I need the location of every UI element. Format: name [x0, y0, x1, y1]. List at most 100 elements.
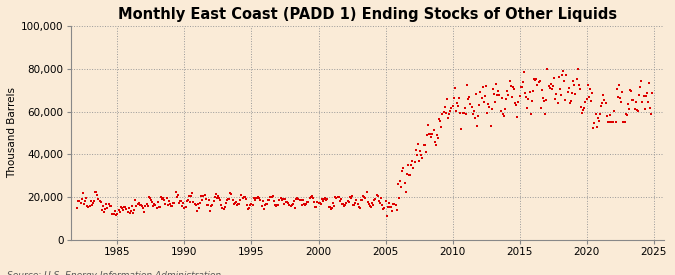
Point — [423, 123, 433, 127]
Point — [344, 200, 354, 204]
Point — [211, 196, 222, 200]
Point — [463, 97, 474, 102]
Point — [578, 107, 589, 112]
Point — [558, 69, 568, 73]
Point — [636, 79, 647, 83]
Point — [327, 201, 338, 206]
Point — [110, 209, 121, 214]
Point — [477, 85, 488, 89]
Point — [315, 200, 325, 205]
Point — [115, 205, 126, 210]
Point — [629, 106, 640, 111]
Point — [500, 106, 510, 111]
Point — [233, 202, 244, 206]
Point — [319, 196, 329, 201]
Point — [353, 205, 364, 209]
Point — [194, 200, 205, 205]
Point — [361, 189, 372, 194]
Point — [338, 202, 348, 206]
Point — [80, 198, 90, 203]
Point — [139, 209, 150, 214]
Point — [356, 197, 367, 202]
Point — [180, 205, 191, 209]
Point — [161, 196, 172, 200]
Point — [277, 197, 288, 202]
Point — [215, 198, 225, 202]
Point — [431, 133, 442, 137]
Point — [93, 197, 104, 201]
Point — [437, 112, 448, 116]
Point — [132, 202, 143, 207]
Point — [414, 159, 425, 163]
Point — [609, 108, 620, 113]
Point — [418, 143, 429, 147]
Point — [126, 209, 136, 213]
Point — [385, 205, 396, 209]
Point — [591, 125, 602, 129]
Point — [588, 125, 599, 130]
Point — [308, 196, 319, 200]
Point — [248, 196, 259, 200]
Point — [344, 194, 355, 199]
Point — [576, 105, 587, 109]
Point — [256, 204, 267, 208]
Point — [628, 98, 639, 102]
Point — [74, 199, 85, 203]
Point — [330, 195, 341, 200]
Point — [340, 202, 351, 207]
Point — [227, 198, 238, 202]
Point — [156, 194, 167, 199]
Point — [95, 199, 106, 204]
Point — [495, 109, 506, 114]
Point — [105, 204, 116, 208]
Point — [359, 195, 370, 199]
Point — [503, 93, 514, 97]
Point — [88, 200, 99, 205]
Point — [542, 67, 553, 72]
Point — [576, 111, 587, 116]
Point — [142, 204, 153, 208]
Point — [323, 205, 334, 210]
Point — [286, 204, 296, 208]
Point — [332, 195, 343, 199]
Point — [637, 100, 648, 104]
Point — [151, 206, 162, 211]
Point — [168, 201, 179, 206]
Point — [595, 112, 605, 116]
Point — [85, 199, 96, 204]
Point — [187, 191, 198, 195]
Point — [450, 86, 460, 90]
Point — [321, 198, 331, 203]
Point — [269, 199, 279, 203]
Point — [617, 90, 628, 94]
Point — [537, 88, 547, 93]
Point — [257, 199, 268, 204]
Point — [305, 194, 316, 199]
Point — [508, 87, 519, 91]
Point — [468, 108, 479, 113]
Point — [201, 203, 212, 207]
Point — [334, 198, 345, 203]
Point — [504, 79, 515, 83]
Point — [223, 197, 234, 202]
Point — [298, 202, 309, 206]
Point — [237, 196, 248, 201]
Point — [217, 206, 228, 210]
Point — [497, 112, 508, 117]
Point — [619, 120, 630, 125]
Point — [460, 105, 470, 110]
Point — [600, 101, 611, 105]
Point — [185, 200, 196, 205]
Point — [322, 197, 333, 201]
Point — [100, 207, 111, 212]
Point — [272, 203, 283, 208]
Point — [192, 202, 203, 206]
Point — [167, 204, 178, 209]
Point — [438, 109, 449, 114]
Point — [634, 93, 645, 97]
Point — [547, 87, 558, 92]
Point — [419, 142, 430, 147]
Point — [190, 203, 201, 207]
Point — [331, 196, 342, 201]
Point — [399, 180, 410, 185]
